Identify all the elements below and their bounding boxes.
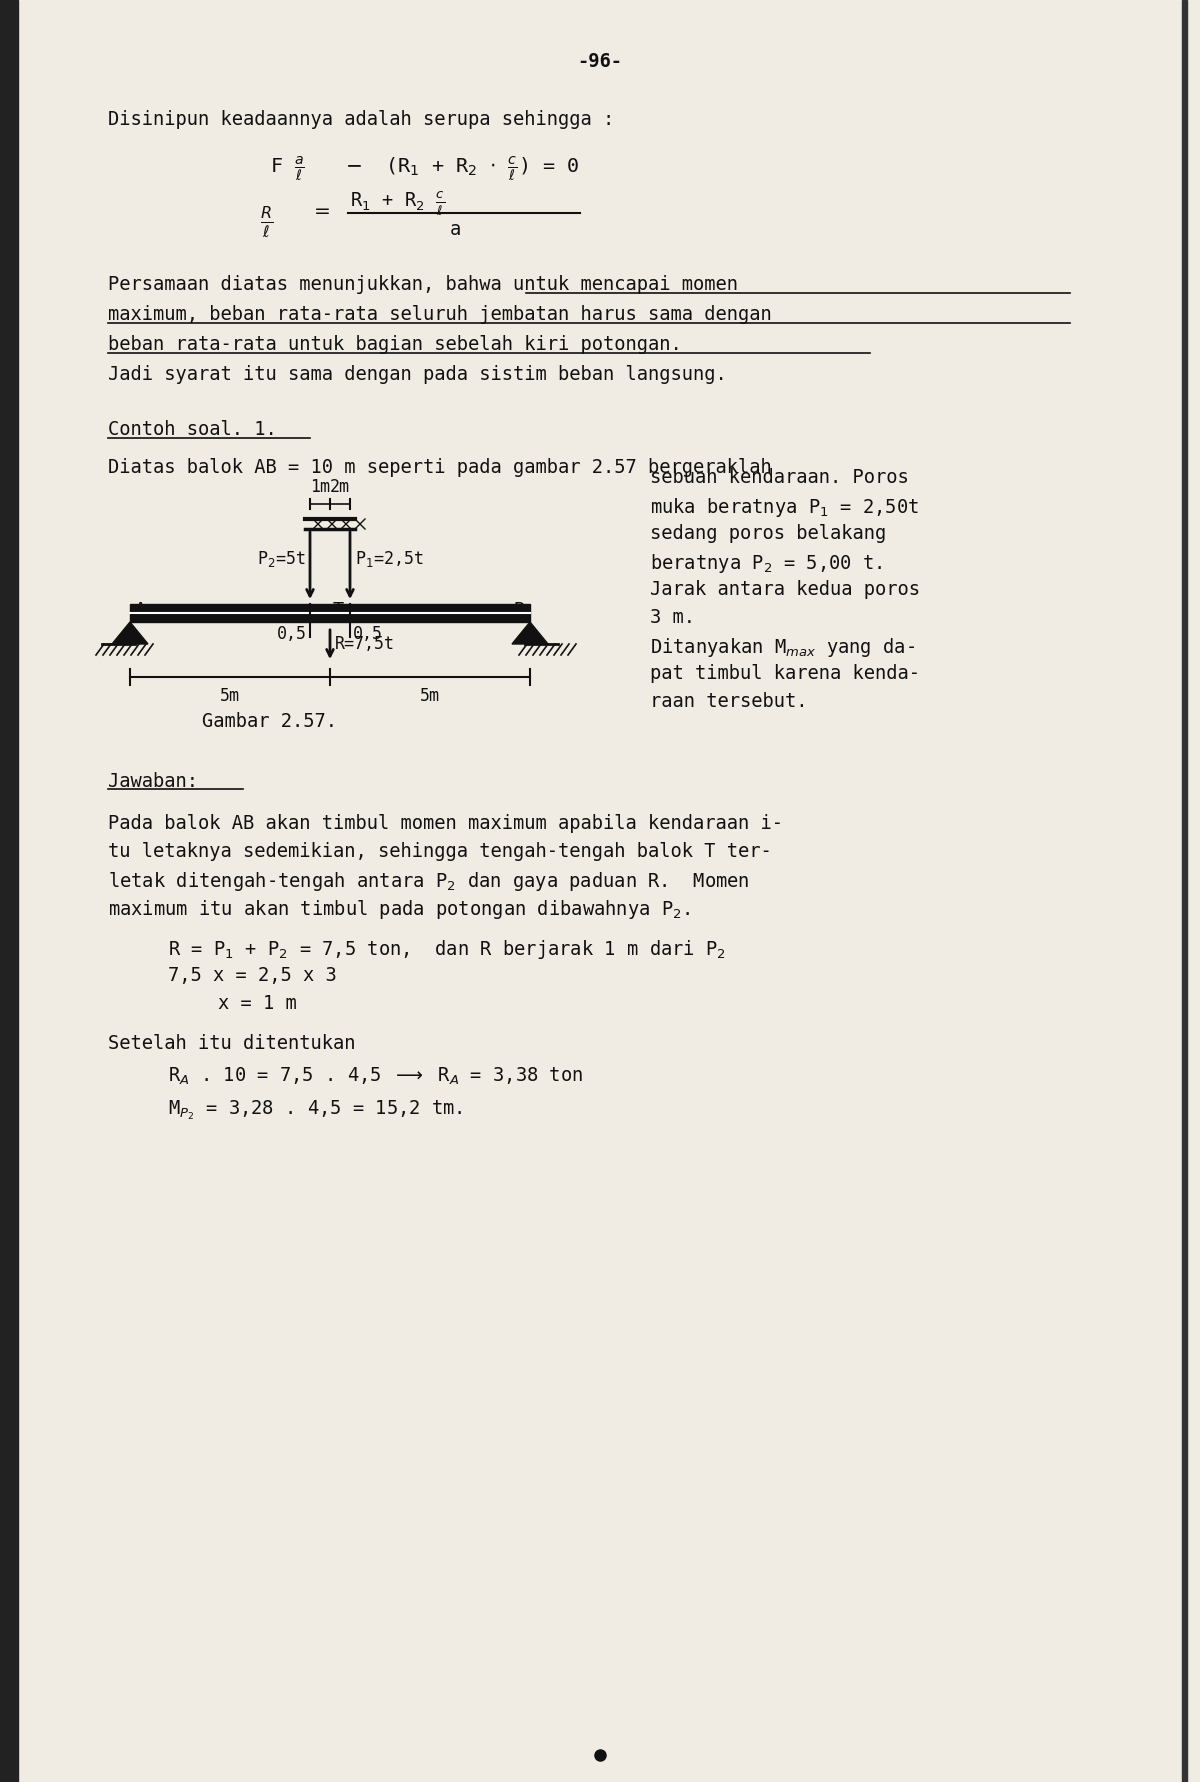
Text: Setelah itu ditentukan: Setelah itu ditentukan: [108, 1034, 355, 1053]
Text: 0,5: 0,5: [353, 625, 383, 643]
Text: letak ditengah-tengah antara P$_2$ dan gaya paduan R.  Momen: letak ditengah-tengah antara P$_2$ dan g…: [108, 870, 750, 893]
Text: 0,5: 0,5: [277, 625, 307, 643]
Text: Jawaban:: Jawaban:: [108, 772, 198, 791]
Text: sebuah kendaraan. Poros: sebuah kendaraan. Poros: [650, 469, 908, 486]
Text: Jarak antara kedua poros: Jarak antara kedua poros: [650, 579, 920, 599]
Text: a: a: [450, 219, 461, 239]
Text: $\frac{R}{\ell}$: $\frac{R}{\ell}$: [260, 205, 274, 241]
Text: P$_1$=2,5t: P$_1$=2,5t: [355, 549, 424, 568]
Text: F $\frac{a}{\ell}$: F $\frac{a}{\ell}$: [270, 155, 305, 184]
Text: -96-: -96-: [577, 52, 623, 71]
Text: tu letaknya sedemikian, sehingga tengah-tengah balok T ter-: tu letaknya sedemikian, sehingga tengah-…: [108, 843, 772, 861]
Text: pat timbul karena kenda-: pat timbul karena kenda-: [650, 665, 920, 683]
Polygon shape: [112, 622, 148, 643]
Text: 2m: 2m: [330, 478, 350, 495]
Text: R=7,5t: R=7,5t: [335, 634, 395, 652]
Text: B: B: [514, 601, 526, 620]
Text: maximum itu akan timbul pada potongan dibawahnya P$_2$.: maximum itu akan timbul pada potongan di…: [108, 898, 690, 921]
Text: R$_1$ + R$_2$ $\frac{c}{\ell}$: R$_1$ + R$_2$ $\frac{c}{\ell}$: [350, 191, 445, 217]
Text: R = P$_1$ + P$_2$ = 7,5 ton,  dan R berjarak 1 m dari P$_2$: R = P$_1$ + P$_2$ = 7,5 ton, dan R berja…: [168, 937, 726, 960]
Text: muka beratnya P$_1$ = 2,50t: muka beratnya P$_1$ = 2,50t: [650, 495, 919, 519]
Text: beratnya P$_2$ = 5,00 t.: beratnya P$_2$ = 5,00 t.: [650, 552, 882, 576]
Text: sedang poros belakang: sedang poros belakang: [650, 524, 887, 544]
Polygon shape: [512, 622, 548, 643]
Text: Ditanyakan M$_{max}$ yang da-: Ditanyakan M$_{max}$ yang da-: [650, 636, 916, 659]
Text: Persamaan diatas menunjukkan, bahwa untuk mencapai momen: Persamaan diatas menunjukkan, bahwa untu…: [108, 274, 738, 294]
Text: Contoh soal. 1.: Contoh soal. 1.: [108, 421, 277, 438]
Text: R$_A$ . 10 = 7,5 . 4,5 $\longrightarrow$ R$_A$ = 3,38 ton: R$_A$ . 10 = 7,5 . 4,5 $\longrightarrow$…: [168, 1066, 583, 1087]
Text: $-$: $-$: [346, 155, 361, 175]
Text: beban rata-rata untuk bagian sebelah kiri potongan.: beban rata-rata untuk bagian sebelah kir…: [108, 335, 682, 355]
Text: Pada balok AB akan timbul momen maximum apabila kendaraan i-: Pada balok AB akan timbul momen maximum …: [108, 814, 784, 832]
Text: Gambar 2.57.: Gambar 2.57.: [203, 713, 337, 731]
Bar: [1182, 0, 1187, 1782]
Text: A: A: [134, 601, 146, 620]
Bar: [0, 0, 18, 1782]
Text: 7,5 x = 2,5 x 3: 7,5 x = 2,5 x 3: [168, 966, 337, 985]
Text: 1m: 1m: [310, 478, 330, 495]
Text: M$_{P_2}$ = 3,28 . 4,5 = 15,2 tm.: M$_{P_2}$ = 3,28 . 4,5 = 15,2 tm.: [168, 1098, 462, 1121]
Text: raan tersebut.: raan tersebut.: [650, 691, 808, 711]
Text: 5m: 5m: [420, 688, 440, 706]
Text: Diatas balok AB = 10 m seperti pada gambar 2.57 bergeraklah: Diatas balok AB = 10 m seperti pada gamb…: [108, 458, 772, 478]
Text: maximum, beban rata-rata seluruh jembatan harus sama dengan: maximum, beban rata-rata seluruh jembata…: [108, 305, 772, 324]
Text: T: T: [334, 601, 344, 620]
Text: 5m: 5m: [220, 688, 240, 706]
Text: Disinipun keadaannya adalah serupa sehingga :: Disinipun keadaannya adalah serupa sehin…: [108, 110, 614, 128]
Text: P$_2$=5t: P$_2$=5t: [257, 549, 305, 568]
Text: x = 1 m: x = 1 m: [218, 994, 296, 1012]
Text: 3 m.: 3 m.: [650, 608, 695, 627]
Text: $=$: $=$: [310, 200, 331, 219]
Text: Jadi syarat itu sama dengan pada sistim beban langsung.: Jadi syarat itu sama dengan pada sistim …: [108, 365, 727, 383]
Text: (R$_1$ + R$_2$ $\cdot$ $\frac{c}{\ell}$) = 0: (R$_1$ + R$_2$ $\cdot$ $\frac{c}{\ell}$)…: [385, 155, 580, 184]
Bar: [130, 604, 530, 622]
